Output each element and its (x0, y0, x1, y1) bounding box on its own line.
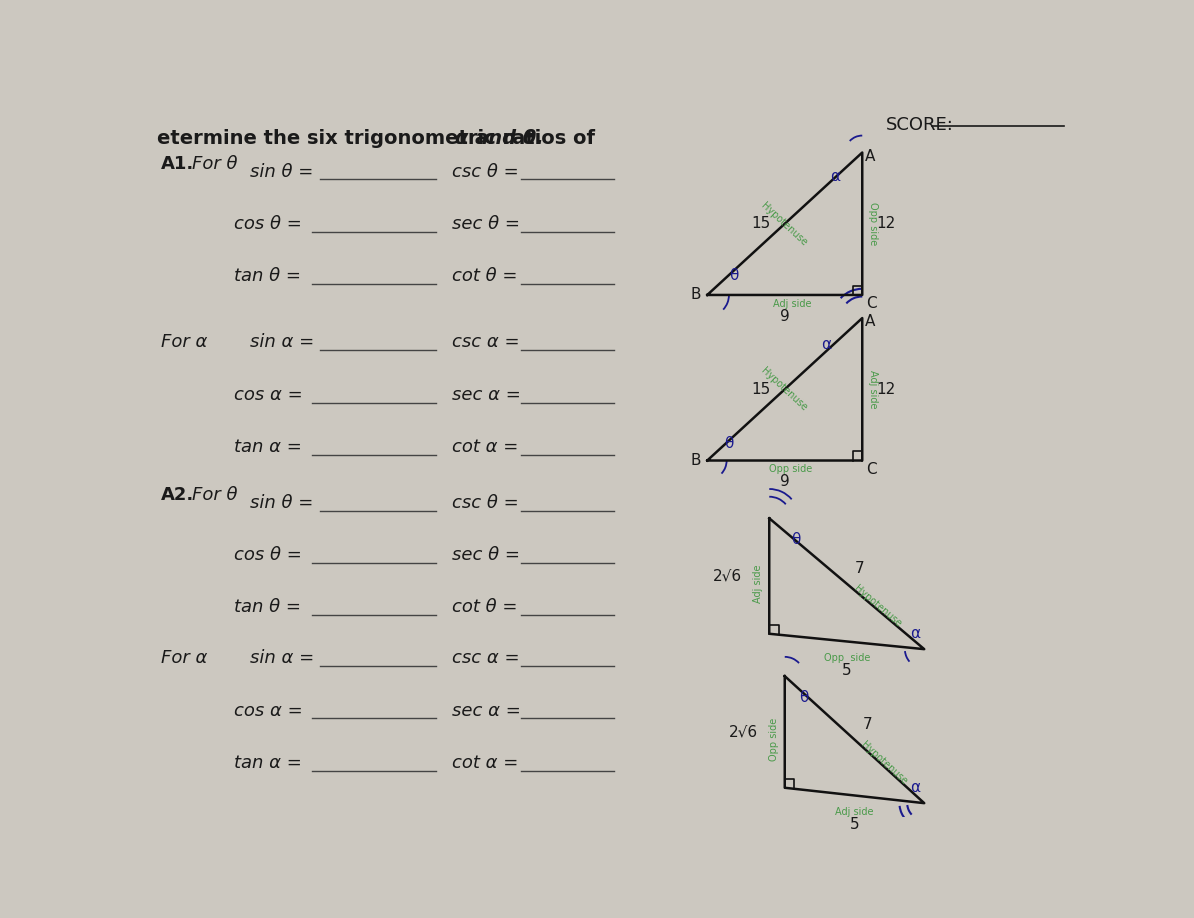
Text: SCORE:: SCORE: (886, 117, 953, 134)
Text: 15: 15 (751, 217, 771, 231)
Text: Adj side: Adj side (753, 565, 763, 603)
Text: cos θ =: cos θ = (234, 215, 302, 233)
Text: tan α =: tan α = (234, 754, 302, 772)
Text: tan α =: tan α = (234, 438, 302, 456)
Text: cos α =: cos α = (234, 701, 303, 720)
Text: A1.: A1. (161, 155, 195, 173)
Text: 15: 15 (751, 382, 771, 397)
Text: etermine the six trigonometric ratios of: etermine the six trigonometric ratios of (156, 129, 602, 149)
Text: 5: 5 (850, 817, 860, 832)
Text: 2√6: 2√6 (713, 568, 743, 584)
Text: For α: For α (161, 649, 208, 667)
Text: csc α =: csc α = (451, 333, 519, 352)
Text: For θ: For θ (192, 155, 238, 173)
Text: α: α (830, 170, 841, 185)
Text: sec α =: sec α = (451, 701, 521, 720)
Text: θ: θ (799, 690, 808, 705)
Text: sin α =: sin α = (250, 649, 314, 667)
Text: 2√6: 2√6 (728, 724, 758, 739)
Text: For θ: For θ (192, 486, 238, 504)
Text: θ: θ (730, 268, 738, 284)
Text: For α: For α (161, 333, 208, 352)
Text: A2.: A2. (161, 486, 195, 504)
Text: B: B (690, 453, 701, 468)
Text: cot α =: cot α = (451, 438, 518, 456)
Text: sin θ =: sin θ = (250, 494, 313, 511)
Text: cot α =: cot α = (451, 754, 518, 772)
Text: cot θ =: cot θ = (451, 599, 517, 616)
Text: sin θ =: sin θ = (250, 162, 313, 181)
Text: A: A (864, 314, 875, 330)
Text: α: α (910, 626, 921, 642)
Text: 12: 12 (876, 382, 896, 397)
Text: A: A (864, 149, 875, 163)
Text: csc α =: csc α = (451, 649, 519, 667)
Text: Hypotenuse: Hypotenuse (851, 584, 903, 630)
Text: 9: 9 (780, 475, 789, 489)
Text: α: α (910, 780, 921, 796)
Text: Opp side: Opp side (868, 202, 879, 245)
Text: Adj side: Adj side (868, 370, 879, 409)
Text: 5: 5 (842, 663, 851, 678)
Text: sec α =: sec α = (451, 386, 521, 404)
Text: sec θ =: sec θ = (451, 215, 519, 233)
Text: α: α (821, 337, 831, 353)
Text: Opp  side: Opp side (824, 653, 870, 663)
Text: C: C (866, 297, 876, 311)
Text: θ: θ (725, 436, 733, 452)
Text: Adj side: Adj side (835, 807, 874, 817)
Text: 9: 9 (780, 308, 789, 324)
Text: tan θ =: tan θ = (234, 267, 302, 285)
Text: Hypotenuse: Hypotenuse (759, 366, 810, 413)
Text: csc θ =: csc θ = (451, 494, 518, 511)
Text: 7: 7 (855, 561, 864, 576)
Text: cot θ =: cot θ = (451, 267, 517, 285)
Text: cos θ =: cos θ = (234, 546, 302, 564)
Text: tan θ =: tan θ = (234, 599, 302, 616)
Text: C: C (866, 462, 876, 477)
Text: α and θ.: α and θ. (455, 129, 544, 149)
Text: 7: 7 (862, 717, 872, 732)
Text: sin α =: sin α = (250, 333, 314, 352)
Text: Hypotenuse: Hypotenuse (860, 740, 910, 787)
Text: Opp side: Opp side (769, 465, 812, 475)
Text: sec θ =: sec θ = (451, 546, 519, 564)
Text: 12: 12 (876, 217, 896, 231)
Text: Adj side: Adj side (774, 299, 812, 308)
Text: csc θ =: csc θ = (451, 162, 518, 181)
Text: Hypotenuse: Hypotenuse (759, 200, 810, 248)
Text: Opp side: Opp side (769, 718, 778, 761)
Text: θ: θ (790, 532, 800, 547)
Text: cos α =: cos α = (234, 386, 303, 404)
Text: B: B (690, 287, 701, 302)
